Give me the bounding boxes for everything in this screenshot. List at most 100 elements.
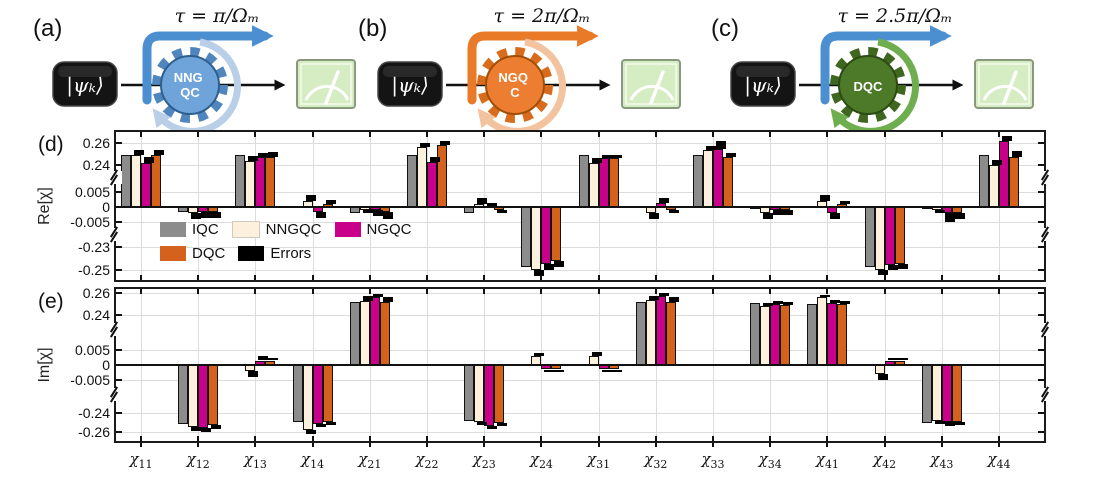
axis-tick (540, 289, 543, 294)
axis-tick (1038, 291, 1044, 294)
bar (941, 395, 952, 423)
ytick-label: -0.005 (70, 372, 110, 388)
tau-label: τ = 2.5π/Ωₘ (837, 5, 952, 27)
error-bar (840, 201, 851, 204)
bar (837, 303, 848, 330)
error-bar (554, 260, 565, 267)
axis-tick (826, 443, 829, 447)
axis-tick (116, 206, 122, 208)
error-bar (534, 269, 545, 276)
meter-scale (982, 84, 1028, 101)
category-label: χ34 (758, 450, 782, 471)
panel-d-plot (107, 130, 1053, 282)
legend-label: Errors (270, 245, 312, 262)
category-label: χ41 (815, 450, 839, 471)
feedback-arrow-icon (820, 25, 952, 105)
axis-tick (1038, 164, 1044, 166)
ytick-label: -0.005 (70, 214, 110, 230)
category-label: χ42 (873, 450, 897, 471)
axis-tick (883, 436, 886, 441)
legend-swatch (334, 222, 361, 237)
error-bar (934, 210, 945, 213)
feedback-arrow-icon (142, 25, 274, 105)
axis-tick (116, 245, 122, 248)
bar (608, 178, 619, 207)
axis-tick (368, 289, 371, 294)
axis-break-icon (1038, 386, 1053, 403)
bar (999, 178, 1009, 207)
bar (598, 365, 609, 370)
bar (864, 235, 875, 267)
axis-tick (1038, 221, 1044, 223)
axis-tick (826, 132, 829, 137)
bar (464, 395, 475, 421)
bar (979, 178, 989, 207)
bar (322, 365, 333, 395)
bar (598, 178, 609, 207)
bar (655, 296, 666, 330)
bar (379, 207, 390, 212)
axis-tick (1038, 379, 1044, 381)
error-bar (611, 369, 622, 373)
axis-break-icon (1038, 321, 1053, 338)
error-bar (154, 149, 164, 156)
axis-tick (1038, 364, 1044, 366)
axis-tick (116, 349, 122, 351)
bar (255, 360, 266, 365)
bar (464, 207, 475, 213)
bar (864, 363, 875, 366)
error-bar (648, 213, 659, 219)
error-bar (877, 269, 888, 275)
category-label: χ21 (358, 450, 382, 471)
bar (817, 330, 828, 365)
tau-label: τ = 2π/Ωₘ (494, 5, 591, 27)
bar (941, 365, 952, 395)
bar (551, 365, 562, 370)
error-bar (934, 420, 945, 425)
error-bar (211, 425, 222, 430)
legend-label: NNGQC (265, 221, 322, 238)
axis-tick (1038, 349, 1044, 351)
error-bar (830, 299, 841, 303)
axis-tick (654, 275, 657, 280)
bar (255, 157, 266, 178)
bar (531, 235, 542, 270)
category-label: χ12 (186, 450, 210, 471)
axis-tick (826, 289, 829, 294)
error-bar (134, 149, 144, 156)
axis-tick (597, 132, 600, 137)
bar (551, 207, 562, 235)
ytick-label: 0 (102, 199, 110, 215)
axis-break-icon (107, 169, 122, 186)
axis-tick (116, 164, 122, 166)
bar (188, 395, 199, 428)
bar (665, 301, 676, 330)
legend-row: DQC Errors (160, 245, 425, 262)
axis-tick (712, 289, 714, 294)
meter-scale (629, 84, 675, 101)
bar (693, 155, 703, 178)
diagram-b: (b) τ = 2π/Ωₘ NGQ C |ψₖ⟩ (350, 2, 702, 135)
gridline (116, 269, 1044, 271)
bar (921, 365, 932, 395)
bar (292, 205, 303, 208)
error-bar (211, 211, 222, 218)
state-ket: |ψₖ⟩ (52, 61, 118, 107)
axis-tick (426, 289, 428, 294)
bar (635, 330, 646, 365)
error-bar (944, 422, 955, 427)
bar (427, 161, 437, 178)
axis-tick (540, 443, 543, 447)
ytick-label: -0.26 (78, 423, 110, 440)
legend-label: NGQC (366, 221, 412, 238)
error-bar (487, 426, 498, 430)
diagram-label: (c) (711, 15, 739, 42)
meter-icon (296, 59, 356, 109)
bar (693, 178, 703, 207)
axis-tick (311, 436, 314, 441)
category-label: χ43 (930, 450, 954, 471)
bar (302, 365, 313, 395)
bar (635, 301, 646, 330)
bar (723, 157, 733, 178)
bar (417, 178, 427, 207)
